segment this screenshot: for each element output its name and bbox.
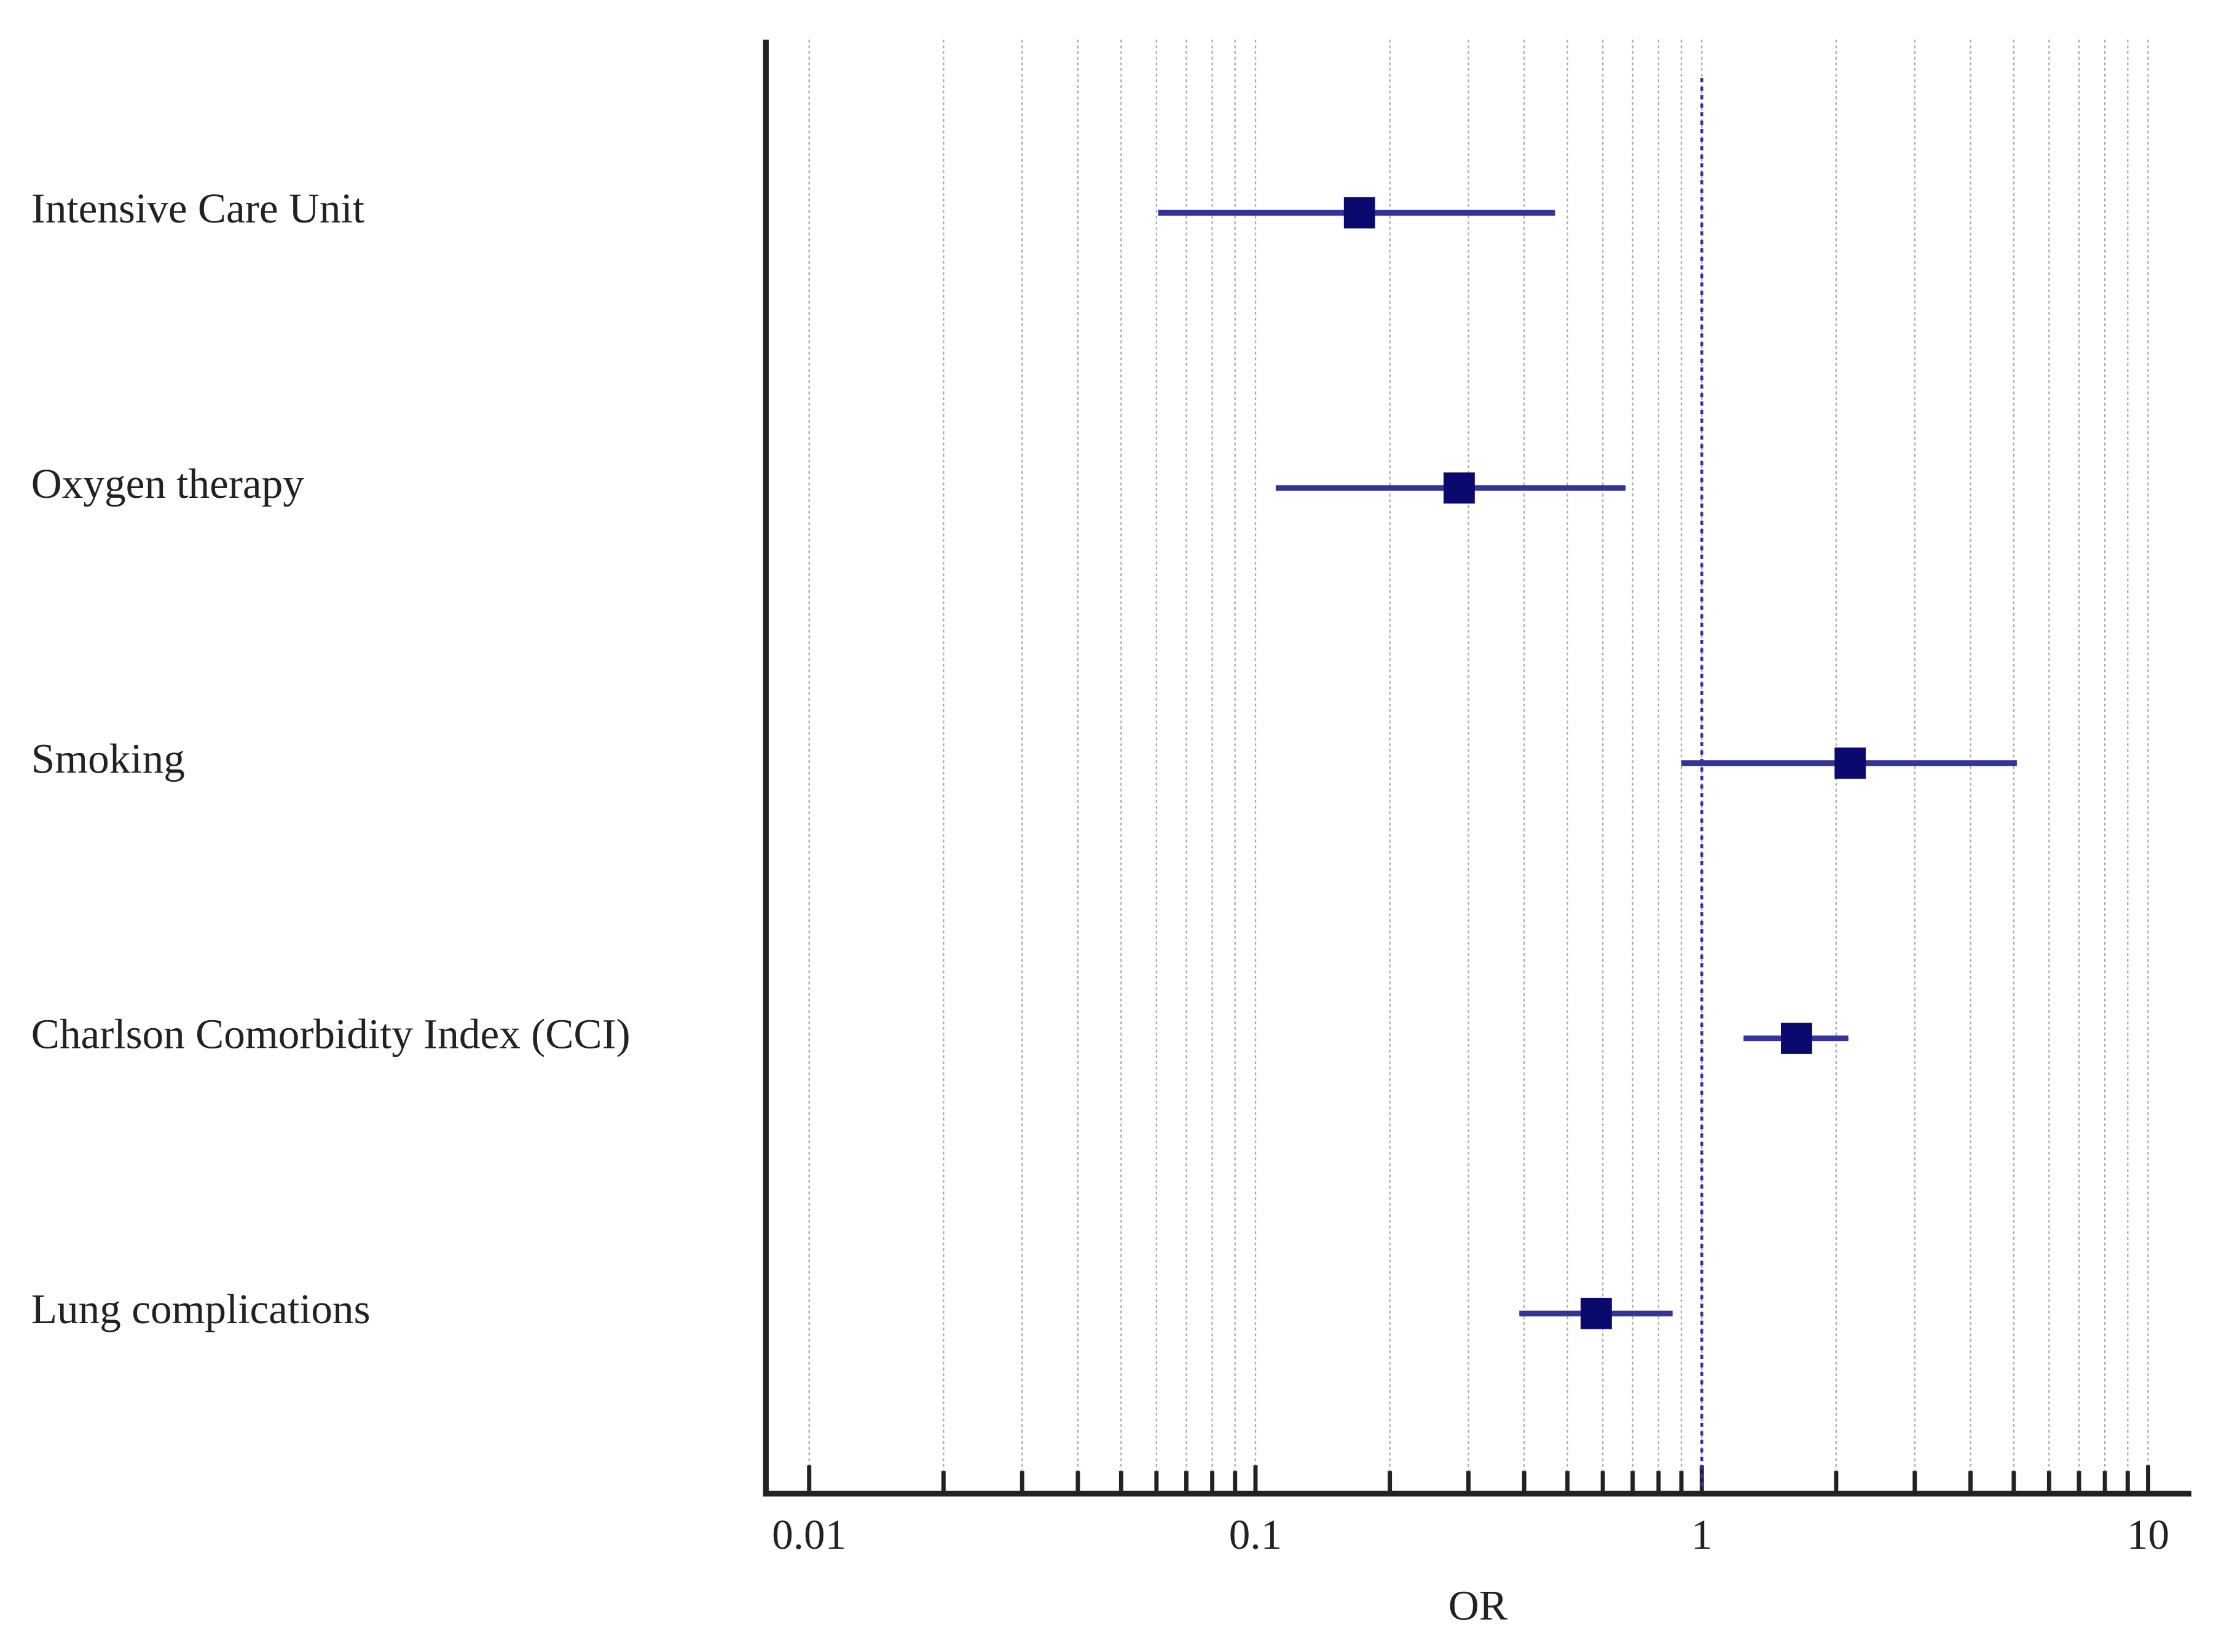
- x-tick-label: 0.1: [1229, 1511, 1283, 1558]
- row-label: Smoking: [31, 735, 185, 782]
- point-estimate: [1444, 472, 1475, 504]
- row-label: Intensive Care Unit: [31, 184, 364, 232]
- point-estimate: [1780, 1023, 1812, 1054]
- x-tick-label: 0.01: [772, 1511, 846, 1558]
- x-axis-title: OR: [1448, 1582, 1508, 1629]
- x-tick-label: 1: [1691, 1511, 1713, 1558]
- point-estimate: [1834, 747, 1866, 779]
- row-label: Lung complications: [31, 1285, 371, 1332]
- point-estimate: [1343, 197, 1375, 229]
- point-estimate: [1581, 1297, 1612, 1329]
- row-label: Charlson Comorbidity Index (CCI): [31, 1010, 631, 1057]
- row-label: Oxygen therapy: [31, 460, 304, 507]
- x-tick-label: 10: [2127, 1511, 2169, 1558]
